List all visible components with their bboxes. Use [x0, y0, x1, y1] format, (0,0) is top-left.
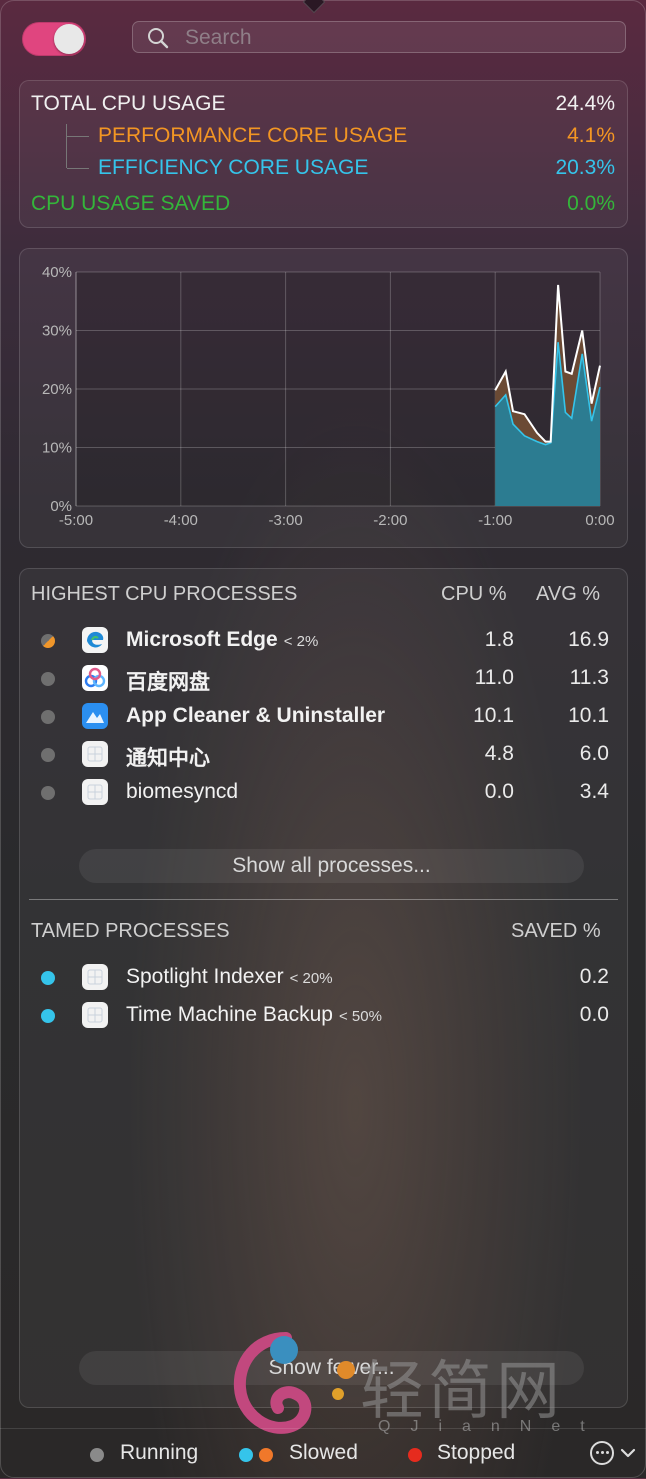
process-avg: 10.1	[568, 704, 609, 727]
search-field[interactable]: Search	[132, 21, 626, 53]
app-cleaner-icon	[82, 703, 108, 729]
process-cpu: 11.0	[474, 666, 514, 689]
process-name: App Cleaner & Uninstaller	[126, 704, 385, 728]
tamed-processes-title: TAMED PROCESSES	[31, 920, 230, 942]
process-status-dot	[41, 786, 55, 800]
tamed-process-name: Spotlight Indexer < 20%	[126, 965, 333, 989]
tamed-process-name: Time Machine Backup < 50%	[126, 1003, 382, 1027]
process-cpu: 1.8	[484, 628, 514, 651]
process-name: 通知中心	[126, 742, 210, 772]
tamed-status-dot	[41, 971, 55, 985]
section-divider	[29, 899, 618, 900]
status-legend-bar: Running Slowed Stopped	[0, 1428, 646, 1479]
total-cpu-line	[494, 284, 601, 443]
watermark-text: 轻简网	[360, 1355, 564, 1429]
process-cpu: 0.0	[484, 780, 514, 803]
process-name: 百度网盘	[126, 666, 210, 696]
show-all-processes-button[interactable]: Show all processes...	[79, 849, 584, 883]
process-status-dot	[41, 710, 55, 724]
legend-stopped: Stopped	[437, 1441, 516, 1464]
y-tick-label: 10%	[42, 440, 72, 457]
tamed-process-limit: < 20%	[289, 970, 333, 987]
enable-toggle[interactable]	[22, 22, 86, 56]
legend-running: Running	[120, 1441, 199, 1464]
efficiency-cpu-line	[494, 342, 601, 446]
process-name-text: App Cleaner & Uninstaller	[126, 704, 386, 727]
process-name: Microsoft Edge < 2%	[126, 628, 318, 652]
y-tick-label: 30%	[42, 323, 72, 340]
more-options-icon[interactable]	[590, 1441, 614, 1465]
show-fewer-button[interactable]: Show fewer...	[79, 1351, 584, 1385]
cpu-column-header[interactable]: CPU %	[441, 583, 507, 605]
watermark-subtext: QJianNet	[378, 1418, 605, 1435]
watermark-logo-icon	[233, 1332, 355, 1434]
cpu-saved-value: 0.0%	[567, 192, 615, 215]
process-status-dot	[41, 634, 55, 648]
tamed-process-name-text: Spotlight Indexer	[126, 965, 284, 988]
running-dot	[90, 1448, 104, 1462]
y-tick-label: 20%	[42, 381, 72, 398]
tamed-process-saved: 0.2	[579, 965, 609, 988]
process-cpu: 10.1	[473, 704, 514, 727]
cpu-summary-panel	[19, 80, 628, 228]
legend-slowed: Slowed	[289, 1441, 358, 1464]
process-name-text: biomesyncd	[126, 780, 239, 803]
processes-panel	[19, 568, 628, 1408]
efficiency-core-value: 20.3%	[555, 156, 615, 179]
chevron-down-icon[interactable]	[620, 1447, 636, 1459]
x-tick-label: -2:00	[373, 512, 407, 529]
tamed-process-saved: 0.0	[579, 1003, 609, 1026]
slowed-dot-orange	[259, 1448, 273, 1462]
core-tree-lines	[66, 124, 89, 169]
generic-app-icon	[82, 1002, 108, 1028]
process-name: biomesyncd	[126, 780, 238, 804]
toggle-knob	[54, 24, 84, 54]
process-avg: 11.3	[569, 666, 609, 689]
performance-core-value: 4.1%	[567, 124, 615, 147]
process-name-text: Microsoft Edge	[126, 628, 278, 651]
slowed-dot-blue	[239, 1448, 253, 1462]
search-icon	[148, 28, 169, 49]
process-status-dot	[41, 748, 55, 762]
process-avg: 3.4	[579, 780, 609, 803]
cpu-saved-label: CPU USAGE SAVED	[31, 192, 231, 215]
process-avg: 6.0	[579, 742, 609, 765]
saved-column-header[interactable]: SAVED %	[511, 920, 601, 942]
x-tick-label: -1:00	[478, 512, 512, 529]
tamed-process-limit: < 50%	[338, 1008, 382, 1025]
search-placeholder: Search	[185, 26, 252, 49]
baidu-netdisk-icon	[82, 665, 108, 691]
total-cpu-value: 24.4%	[555, 92, 615, 115]
process-name-text: 通知中心	[126, 747, 210, 770]
process-status-dot	[41, 672, 55, 686]
generic-app-icon	[82, 964, 108, 990]
efficiency-core-label: EFFICIENCY CORE USAGE	[98, 156, 369, 179]
x-tick-label: 0:00	[585, 512, 614, 529]
y-tick-label: 40%	[42, 264, 72, 281]
tamed-process-name-text: Time Machine Backup	[126, 1003, 333, 1026]
x-tick-label: -5:00	[59, 512, 93, 529]
x-tick-label: -3:00	[268, 512, 302, 529]
process-cpu: 4.8	[484, 742, 514, 765]
generic-app-icon	[82, 779, 108, 805]
x-tick-label: -4:00	[164, 512, 198, 529]
y-tick-label: 0%	[50, 498, 72, 515]
performance-core-label: PERFORMANCE CORE USAGE	[98, 124, 408, 147]
tamed-status-dot	[41, 1009, 55, 1023]
total-cpu-label: TOTAL CPU USAGE	[31, 92, 226, 115]
highest-processes-title: HIGHEST CPU PROCESSES	[31, 583, 298, 605]
edge-icon	[82, 627, 108, 653]
efficiency-cpu-area	[495, 342, 600, 506]
process-name-text: 百度网盘	[126, 671, 210, 694]
cpu-history-chart: 40% 30% 20% 10% 0%-5:00 -4:00 -3:00 -2:00 -1:00 0…	[42, 264, 615, 529]
process-avg: 16.9	[568, 628, 609, 651]
generic-app-icon	[82, 741, 108, 767]
stopped-dot	[408, 1448, 422, 1462]
avg-column-header[interactable]: AVG %	[536, 583, 601, 605]
process-limit: < 2%	[283, 633, 319, 650]
